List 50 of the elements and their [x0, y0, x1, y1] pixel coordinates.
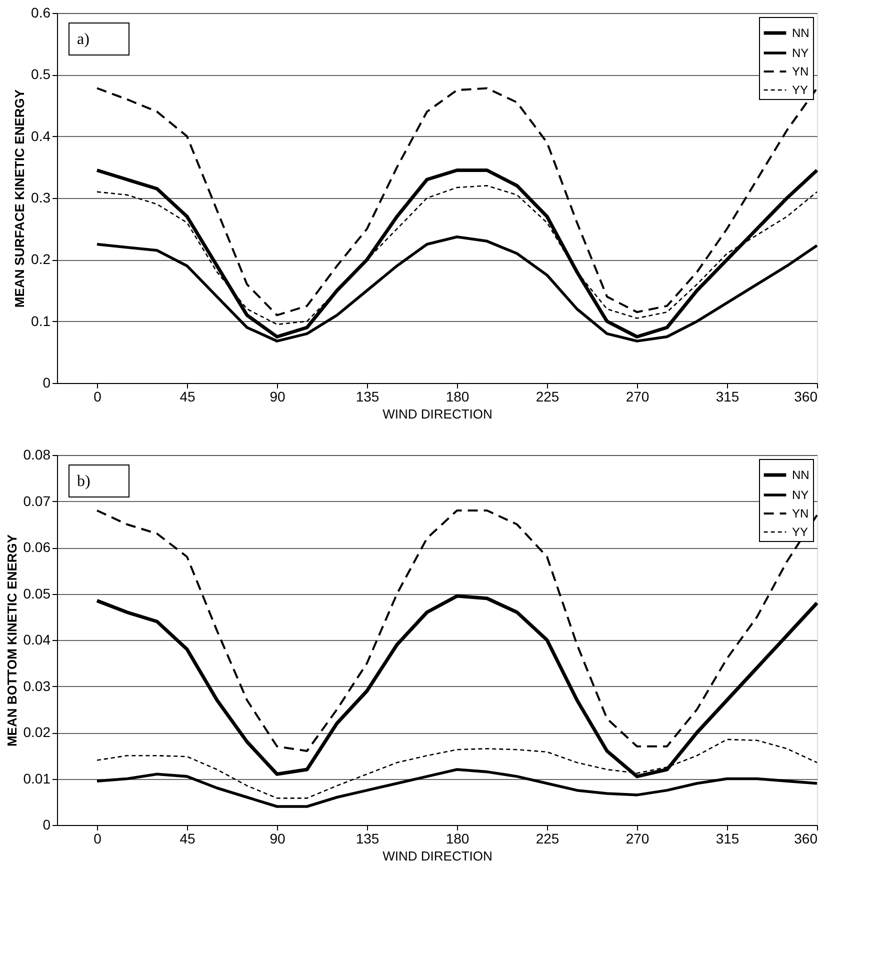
- x-tick-label: 90: [270, 388, 286, 404]
- y-tick-label: 0.2: [31, 251, 51, 268]
- y-axis-title: MEAN SURFACE KINETIC ENERGY: [12, 89, 28, 308]
- x-tick-label: 225: [536, 830, 560, 846]
- x-tick-label: 0: [94, 830, 102, 846]
- x-tick-label: 360: [794, 830, 818, 846]
- y-tick-label: 0.03: [23, 678, 51, 694]
- legend-label: YY: [792, 525, 808, 539]
- x-tick-label: 180: [446, 830, 470, 846]
- legend-label: NN: [792, 468, 810, 482]
- legend-label: NY: [792, 46, 809, 60]
- x-tick-label: 180: [446, 388, 470, 404]
- y-tick-label: 0.4: [31, 128, 51, 144]
- y-tick-label: 0.05: [23, 585, 51, 602]
- x-tick-label: 315: [716, 830, 740, 846]
- y-tick-label: 0.01: [23, 770, 51, 786]
- x-tick-label: 90: [270, 830, 286, 846]
- y-tick-label: 0: [42, 374, 51, 390]
- y-tick-label: 0.04: [23, 632, 51, 648]
- x-tick-label: 270: [626, 388, 650, 404]
- annotation: b): [77, 473, 90, 490]
- x-tick-label: 135: [356, 388, 380, 404]
- y-tick-label: 0: [42, 816, 51, 832]
- legend-label: YN: [792, 64, 809, 78]
- y-tick-label: 0.6: [31, 4, 51, 20]
- y-tick-label: 0.5: [31, 66, 51, 82]
- x-axis-title: WIND DIRECTION: [382, 848, 492, 864]
- line-series: [95, 168, 819, 338]
- x-axis-title: WIND DIRECTION: [382, 406, 492, 422]
- legend-label: YN: [792, 506, 809, 520]
- x-tick-label: 270: [626, 830, 650, 846]
- x-tick-label: 135: [356, 830, 380, 846]
- x-tick-label: 360: [794, 388, 818, 404]
- y-tick-label: 0.3: [31, 190, 51, 206]
- y-tick-label: 0.06: [23, 539, 51, 555]
- line-series: [96, 768, 818, 808]
- x-tick-label: 0: [94, 388, 102, 404]
- x-tick-label: 315: [716, 388, 740, 404]
- x-tick-label: 225: [536, 388, 560, 404]
- y-tick-label: 0.02: [23, 724, 51, 740]
- legend-label: YY: [792, 83, 808, 97]
- y-tick-label: 0.1: [31, 312, 51, 329]
- y-tick-label: 0.08: [23, 446, 51, 462]
- legend-label: NY: [792, 488, 809, 502]
- annotation: a): [77, 31, 90, 48]
- y-tick-label: 0.07: [23, 492, 51, 509]
- y-axis-title: MEAN BOTTOM KINETIC ENERGY: [4, 534, 20, 747]
- x-tick-label: 45: [180, 830, 196, 846]
- x-tick-label: 45: [180, 388, 196, 404]
- legend-label: NN: [792, 26, 810, 40]
